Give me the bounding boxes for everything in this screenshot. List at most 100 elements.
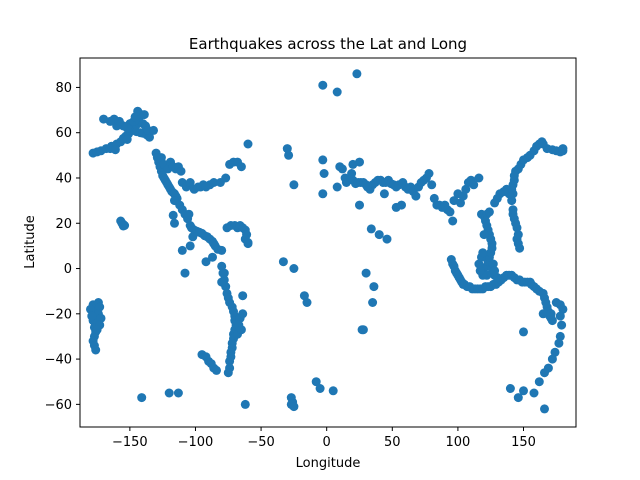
data-point	[311, 377, 321, 387]
data-point	[177, 245, 187, 255]
data-point	[492, 273, 502, 283]
data-point	[558, 304, 568, 314]
data-point	[469, 180, 479, 190]
data-point	[217, 245, 227, 255]
data-point	[289, 180, 299, 190]
data-point	[289, 402, 299, 412]
data-point	[355, 200, 364, 210]
data-point	[411, 191, 421, 201]
data-point	[137, 393, 147, 403]
data-point	[519, 327, 528, 337]
x-tick-label: 150	[511, 435, 536, 450]
y-tick-label: 80	[55, 81, 72, 96]
data-point	[366, 224, 376, 234]
x-axis-label: Longitude	[296, 456, 361, 471]
x-tick-label: 100	[445, 435, 470, 450]
data-point	[424, 169, 434, 178]
data-point	[110, 145, 120, 155]
data-point	[546, 309, 556, 319]
data-point	[219, 268, 229, 278]
data-point	[534, 377, 544, 387]
y-tick-label: 20	[55, 217, 72, 232]
data-point	[382, 234, 392, 244]
data-point	[352, 69, 362, 79]
data-point	[91, 345, 101, 355]
data-point	[507, 196, 517, 206]
data-point	[289, 264, 299, 273]
data-point	[448, 216, 458, 226]
data-point	[149, 125, 158, 135]
data-point	[361, 268, 371, 278]
data-point	[223, 368, 233, 378]
data-point	[505, 384, 515, 393]
data-point	[236, 325, 246, 335]
x-tick-label: −100	[178, 435, 214, 450]
data-point	[302, 298, 312, 307]
data-point	[379, 189, 389, 199]
data-point	[99, 114, 109, 124]
data-point	[540, 368, 549, 378]
y-ticks: −60 −40 −20 0 20 40 60 80	[45, 81, 80, 413]
data-point	[118, 221, 128, 231]
data-point	[217, 261, 227, 271]
data-point	[282, 144, 292, 154]
y-tick-label: 0	[64, 262, 72, 277]
data-point	[156, 153, 166, 163]
data-point	[475, 266, 485, 276]
data-point	[481, 216, 490, 226]
data-point	[335, 162, 345, 172]
data-point	[122, 135, 132, 144]
data-point	[278, 257, 288, 267]
data-point	[318, 189, 328, 199]
plot-frame	[79, 57, 577, 428]
data-point	[180, 268, 190, 278]
data-point	[488, 259, 498, 269]
data-point	[95, 302, 105, 312]
data-point	[547, 354, 557, 364]
data-point	[222, 223, 232, 233]
data-point	[236, 162, 246, 172]
data-point	[490, 266, 500, 276]
data-point	[427, 180, 437, 190]
data-point	[445, 207, 455, 217]
x-tick-label: 0	[323, 435, 331, 450]
data-point	[490, 198, 500, 208]
y-tick-label: 40	[55, 171, 72, 186]
data-point	[529, 388, 539, 398]
data-point	[332, 87, 342, 97]
data-point	[238, 309, 248, 319]
data-point	[328, 386, 338, 396]
data-point	[238, 291, 248, 301]
data-point	[170, 196, 179, 206]
data-point	[168, 210, 178, 220]
data-point	[478, 248, 488, 258]
data-point	[362, 182, 372, 192]
data-point	[209, 178, 219, 187]
data-point	[184, 209, 194, 219]
data-point	[185, 178, 195, 187]
data-point	[315, 384, 325, 393]
data-point	[456, 198, 465, 208]
x-tick-label: −150	[112, 435, 148, 450]
data-point	[86, 304, 95, 314]
data-point	[318, 80, 328, 90]
data-point	[164, 388, 174, 398]
x-ticks: −150 −100 −50 0 50 100 150	[112, 427, 536, 450]
data-point	[212, 365, 221, 375]
data-point	[284, 150, 294, 160]
data-point	[243, 139, 253, 149]
data-point	[92, 325, 102, 335]
data-point	[513, 393, 523, 403]
data-point	[96, 313, 106, 323]
data-point	[513, 230, 523, 240]
data-point	[319, 169, 329, 178]
data-point	[555, 311, 565, 321]
data-point	[558, 144, 568, 154]
data-point	[188, 232, 198, 242]
data-point	[540, 404, 549, 414]
data-point	[519, 386, 528, 396]
data-point	[240, 399, 250, 409]
data-point	[368, 298, 378, 307]
